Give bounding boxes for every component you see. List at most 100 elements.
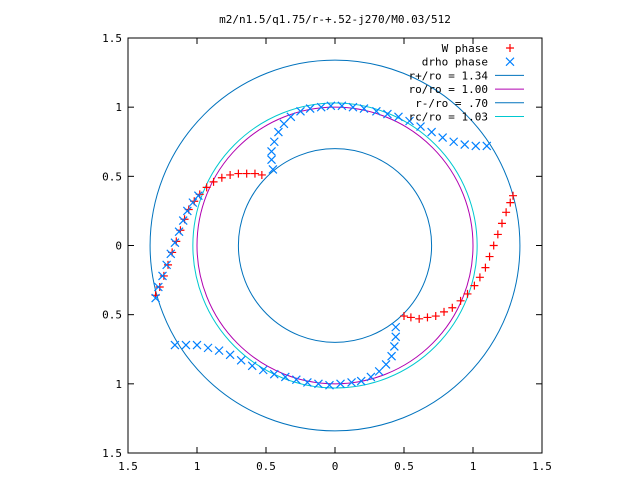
x-tick-label: 1.5 [118, 460, 138, 473]
drho-phase-point [391, 322, 401, 332]
drho-phase-point [174, 227, 184, 237]
drho-phase-point [337, 101, 347, 111]
drho-phase-point [170, 340, 180, 350]
legend-label: rc/ro = 1.03 [409, 111, 488, 124]
drho-phase-point [316, 102, 326, 112]
drho-phase-point [192, 340, 202, 350]
drho-phase-point [394, 112, 403, 122]
drho-phase-point [193, 191, 203, 201]
legend-label: drho phase [422, 56, 488, 69]
w-phase-point [234, 169, 243, 178]
x-tick-label: 1.5 [532, 460, 552, 473]
drho-phase-point [302, 378, 312, 387]
drho-phase-point [286, 112, 296, 122]
drho-phase-point [162, 260, 172, 270]
w-phase-point [470, 281, 479, 290]
drho-phase-point [188, 198, 198, 208]
drho-phase-point [267, 155, 276, 165]
drho-phase-point [225, 350, 235, 360]
w-phase-point [509, 191, 518, 200]
drho-phase-point [268, 164, 278, 174]
w-phase-point [250, 169, 259, 178]
drho-phase-point [247, 361, 257, 371]
w-phase-point [493, 230, 502, 239]
legend-label: r+/ro = 1.34 [409, 69, 489, 82]
legend-marker [505, 57, 515, 67]
y-tick-label: 1.5 [102, 32, 122, 45]
axis-ticks: 1.5 1 0.5 0 0.5 1 1.51.510.500.511.5 [102, 32, 552, 473]
y-tick-label: 0.5 [102, 170, 122, 183]
w-phase-point [226, 170, 235, 179]
w-phase-point [502, 208, 511, 217]
drho-phase-point [214, 346, 224, 356]
w-phase-point [456, 296, 465, 305]
w-phase-point [159, 271, 168, 280]
drho-phase-point [416, 122, 425, 131]
w-phase-point [497, 219, 506, 228]
drho-phase-point [460, 140, 470, 149]
drho-phase-point [482, 141, 492, 151]
drho-phase-point [273, 127, 283, 137]
x-tick-label: 0.5 [394, 460, 414, 473]
y-tick-label: 1.5 [102, 447, 122, 460]
drho-phase-point [178, 216, 188, 226]
w-phase-point [506, 198, 515, 207]
drho-phase-point [405, 116, 414, 126]
w-phase-point [463, 289, 472, 298]
drho-phase-point [269, 137, 279, 147]
w-phase-point [423, 313, 432, 322]
drho-phase-point [336, 379, 345, 389]
drho-phase-point [356, 376, 366, 386]
w-phase-point [448, 303, 457, 312]
legend-label: W phase [442, 42, 488, 55]
drho-phase-point [236, 355, 246, 365]
radius-circle [192, 102, 478, 389]
radius-circle [149, 59, 521, 432]
drho-phase-point [387, 351, 397, 361]
drho-phase-point [166, 249, 176, 259]
drho-phase-point [181, 340, 191, 350]
x-tick-label: 0 [332, 460, 339, 473]
drho-phase-point [305, 104, 315, 113]
x-tick-label: 0.5 [256, 460, 276, 473]
chart-title: m2/n1.5/q1.75/r-+.52-j270/M0.03/512 [219, 13, 451, 26]
drho-phase-point [383, 109, 392, 119]
x-tick-label: 1 [470, 460, 477, 473]
drho-phase-point [296, 106, 305, 116]
w-phase-point [485, 252, 494, 261]
radius-circles [149, 59, 521, 432]
drho-phase-point [389, 342, 399, 351]
y-tick-label: 1 [115, 101, 122, 114]
drho-phase-point [471, 141, 481, 151]
drho-phase-point [158, 271, 167, 281]
drho-phase-point [182, 206, 192, 216]
w-phase-point [406, 313, 415, 322]
x-tick-label: 1 [194, 460, 201, 473]
w-phase-point [164, 260, 173, 269]
y-tick-label: 1 [115, 378, 122, 391]
radius-circle [237, 148, 433, 343]
drho-phase-point [366, 372, 376, 382]
legend-marker [506, 44, 514, 52]
drho-phase-point [391, 332, 401, 342]
w-phase-point [155, 283, 164, 291]
drho-phase-point [269, 369, 279, 379]
drho-phase-point [314, 379, 323, 389]
w-phase-point [217, 173, 226, 182]
drho-phase-point [347, 378, 356, 387]
drho-phase-point [427, 127, 437, 137]
drho-phase-point [449, 137, 459, 147]
w-phase-point [257, 170, 266, 179]
drho-phase-point [374, 366, 384, 376]
w-phase-point [431, 312, 440, 321]
drho-phase-point [153, 282, 163, 292]
drho-phase-point [203, 343, 213, 353]
w-phase-point [440, 307, 449, 316]
drho-phase-point [325, 380, 334, 390]
w-phase-point [489, 241, 498, 250]
drho-phase-point [291, 375, 301, 385]
drho-phase-point [371, 106, 381, 116]
w-phase-point [475, 273, 484, 282]
